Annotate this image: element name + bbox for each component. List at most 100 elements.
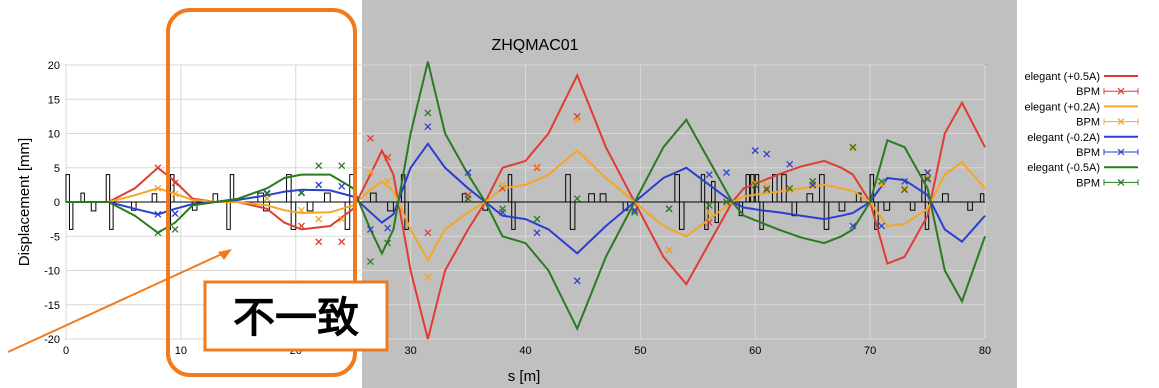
x-tick-label: 70: [864, 345, 876, 357]
bpm-marker-m05: [315, 162, 323, 170]
bpm-marker-p02: [901, 184, 909, 192]
x-tick-label: 0: [63, 345, 69, 357]
lattice-element: [229, 174, 235, 203]
bpm-marker-p02: [705, 208, 713, 216]
lattice-element: [151, 193, 158, 203]
bpm-marker-p05: [298, 222, 305, 230]
legend-bpm-marker-p05: [1103, 87, 1139, 95]
bpm-marker-p02: [499, 181, 506, 189]
lattice-element: [68, 201, 74, 230]
legend-bpm-label-m02: BPM: [1076, 147, 1100, 159]
bpm-marker-p02: [849, 145, 857, 153]
lattice-element: [109, 201, 114, 230]
bpm-marker-m05: [573, 195, 581, 203]
x-axis-label: s [m]: [508, 368, 541, 385]
bpm-marker-m05: [263, 190, 271, 198]
bpm-marker-m05: [533, 215, 541, 223]
y-tick-label: 20: [48, 60, 60, 72]
bpm-marker-p05: [171, 179, 179, 187]
bpm-marker-p05: [338, 238, 346, 246]
bpm-marker-m05: [763, 186, 771, 194]
series-line-p02: [66, 149, 986, 263]
legend-bpm-marker-m02: [1103, 148, 1139, 156]
bpm-marker-m02: [366, 225, 374, 233]
bpm-marker-m02: [751, 147, 759, 155]
annotation-label: 不一致: [233, 293, 359, 342]
bpm-marker-m05: [338, 162, 346, 170]
y-tick-label: 10: [48, 129, 60, 141]
bpm-marker-p05: [315, 238, 323, 246]
legend-bpm-marker-p02: [1103, 118, 1139, 126]
y-axis-label: Displacement [mm]: [16, 138, 33, 266]
bpm-marker-m02: [849, 222, 857, 230]
y-tick-labels: 20 15 10 5 0 -5 -10 -15 -20: [44, 60, 60, 346]
bpm-marker-m02: [171, 210, 179, 218]
chart-title: ZHQMAC01: [491, 37, 578, 54]
lattice-element: [226, 201, 231, 230]
x-tick-label: 10: [175, 345, 187, 357]
bpm-marker-m05: [464, 195, 472, 203]
y-tick-label: -15: [44, 300, 60, 312]
bpm-marker-m05: [878, 177, 886, 185]
legend-label-m05: elegant (-0.5A): [1027, 162, 1100, 174]
bpm-marker-m05: [665, 205, 673, 213]
x-tick-label: 60: [749, 345, 761, 357]
bpm-marker-m05: [631, 208, 639, 216]
bpm-marker-m02: [338, 182, 346, 190]
bpm-marker-m05: [384, 239, 392, 247]
series-line-p05: [66, 72, 986, 340]
bpm-marker-p02: [298, 206, 305, 214]
bpm-marker-m05: [424, 109, 432, 117]
y-tick-label: 15: [48, 94, 60, 106]
shaded-region: [362, 0, 1017, 388]
bpm-marker-p02: [171, 190, 179, 198]
bpm-marker-p02: [366, 169, 374, 177]
bpm-marker-m05: [298, 189, 305, 197]
bpm-marker-p05: [366, 134, 374, 142]
bpm-marker-p05: [533, 164, 541, 172]
bpm-marker-p05: [424, 229, 432, 237]
y-tick-label: -5: [50, 231, 60, 243]
bpm-marker-p05: [705, 219, 713, 227]
bpm-marker-m05: [786, 184, 794, 192]
bpm-marker-p02: [751, 179, 759, 187]
lattice-element: [80, 192, 85, 203]
x-tick-label: 40: [519, 345, 531, 357]
legend-label-m02: elegant (-0.2A): [1027, 132, 1100, 144]
bpm-marker-m05: [901, 186, 909, 194]
bpm-marker-p02: [533, 162, 541, 170]
annotation-arrow: [7, 252, 225, 353]
y-tick-label: -20: [44, 334, 60, 346]
bpm-marker-m05: [849, 143, 857, 151]
bpm-markers: [154, 109, 932, 285]
series-line-m05: [66, 61, 986, 332]
y-tick-label: -10: [44, 266, 60, 278]
lattice-element: [105, 174, 111, 203]
bpm-marker-p02: [786, 186, 794, 194]
bpm-marker-m02: [154, 210, 162, 218]
bpm-marker-p02: [338, 215, 346, 223]
bpm-marker-p02: [315, 215, 323, 223]
bpm-marker-m02: [878, 222, 886, 230]
legend-label-p02: elegant (+0.2A): [1024, 101, 1100, 113]
series-line-m02: [66, 142, 986, 255]
bpm-marker-p02: [154, 184, 162, 192]
bpm-marker-m05: [154, 229, 162, 237]
bpm-marker-m05: [809, 177, 817, 185]
bpm-marker-p05: [384, 154, 392, 161]
bpm-marker-m05: [366, 258, 374, 266]
bpm-marker-m02: [723, 169, 730, 177]
y-tick-label: 5: [54, 163, 60, 175]
bpm-marker-m02: [533, 229, 541, 237]
lattice-element: [90, 201, 97, 212]
bpm-marker-m02: [924, 169, 932, 177]
bpm-marker-m05: [751, 181, 759, 189]
x-tick-label: 80: [979, 345, 991, 357]
bpm-marker-m05: [705, 201, 713, 209]
bpm-marker-m05: [499, 205, 506, 213]
bpm-marker-m02: [573, 277, 581, 285]
legend: elegant (+0.5A) BPM elegant (+0.2A) BPM eleg…: [1024, 71, 1139, 189]
bpm-marker-m02: [315, 181, 323, 189]
bpm-marker-m02: [763, 150, 771, 158]
